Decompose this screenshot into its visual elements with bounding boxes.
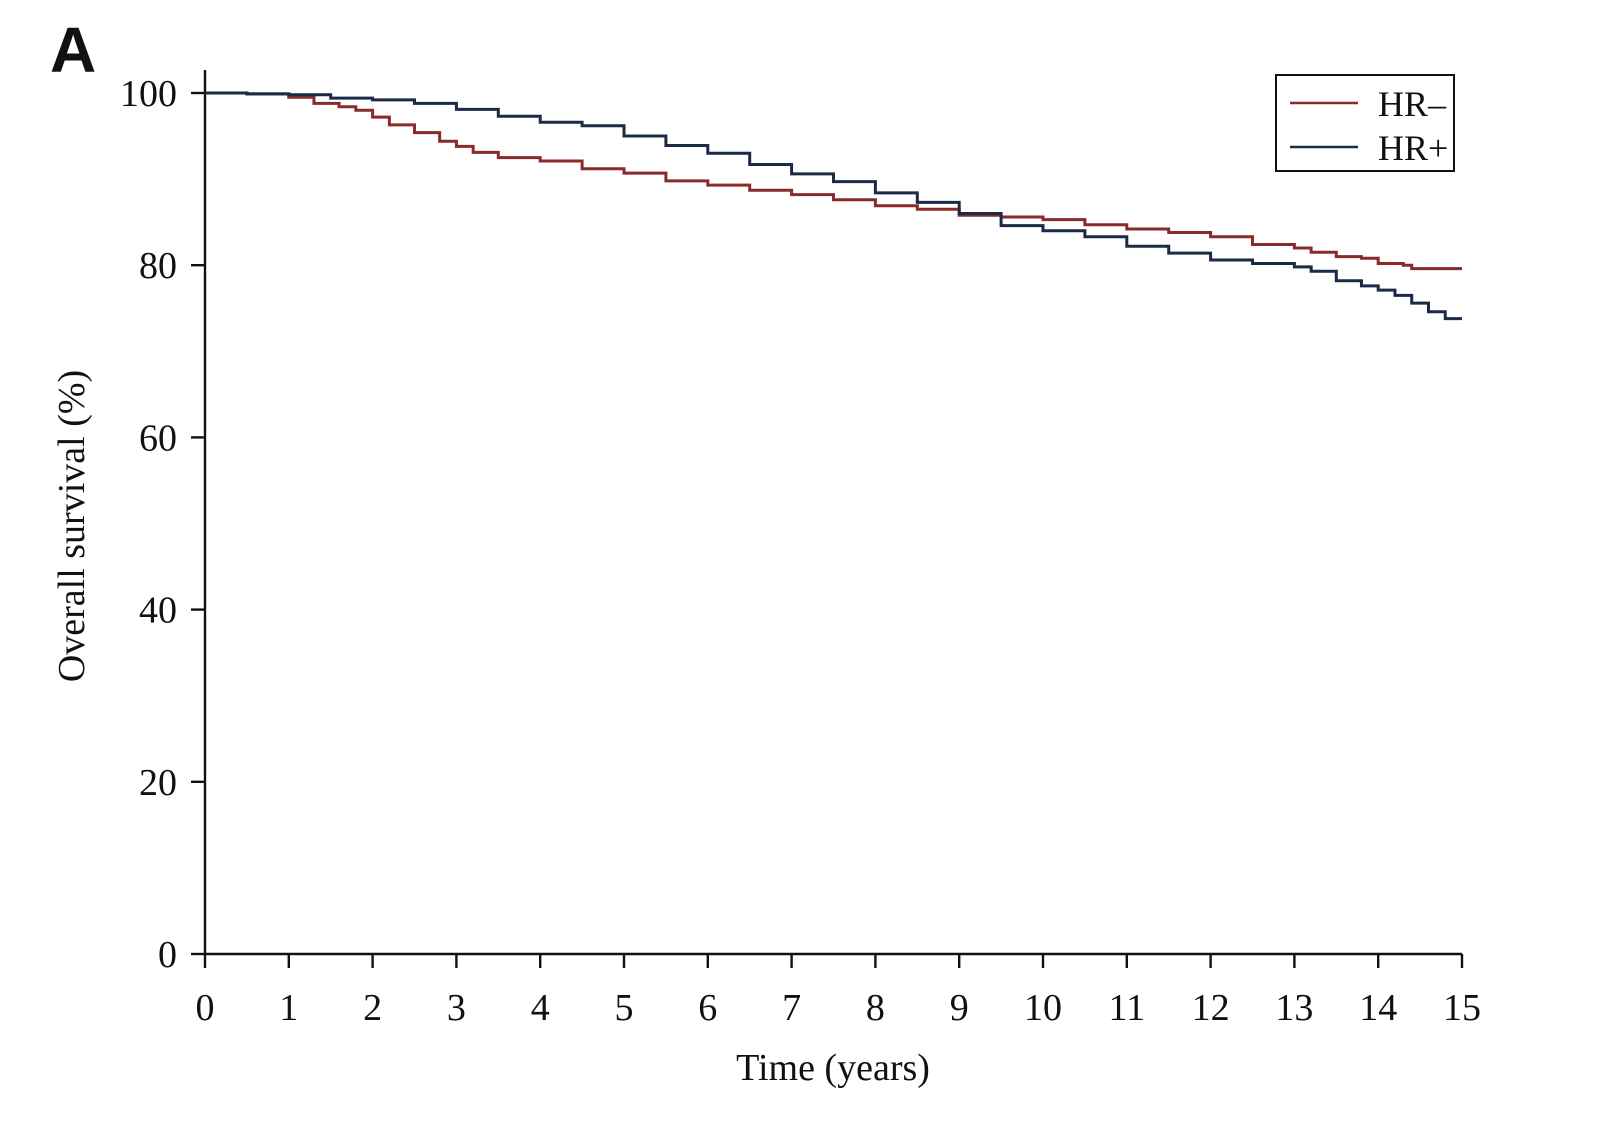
x-tick-label: 0 [196,987,215,1029]
y-tick-label: 40 [139,590,177,632]
y-tick-label: 60 [139,417,177,459]
x-ticks: 0 1 2 3 4 5 6 7 8 9 10 11 12 13 14 15 [196,954,1481,1029]
x-tick-label: 8 [866,987,885,1029]
legend-label-hr-positive: HR+ [1378,128,1448,168]
x-tick-label: 14 [1359,987,1397,1029]
series-hr-positive-line [205,91,1462,321]
y-ticks: 0 20 40 60 80 100 [120,73,205,976]
panel-label: A [50,14,96,86]
x-tick-label: 3 [447,987,466,1029]
x-axis-label: Time (years) [736,1047,930,1089]
x-tick-label: 7 [782,987,801,1029]
legend-label-hr-negative: HR– [1378,84,1447,124]
y-tick-label: 100 [120,73,177,115]
x-tick-label: 10 [1024,987,1062,1029]
x-tick-label: 11 [1109,987,1146,1029]
series-lines [205,91,1462,321]
x-tick-label: 15 [1443,987,1481,1029]
y-tick-label: 0 [158,934,177,976]
y-tick-label: 80 [139,245,177,287]
legend-box [1275,74,1455,172]
series-hr-negative-line [205,91,1462,271]
axes [203,70,1462,956]
x-tick-label: 5 [615,987,634,1029]
x-tick-label: 12 [1192,987,1230,1029]
x-tick-label: 2 [363,987,382,1029]
x-tick-label: 9 [950,987,969,1029]
legend: HR– HR+ [1275,74,1455,172]
x-tick-label: 4 [531,987,550,1029]
y-tick-label: 20 [139,762,177,804]
x-tick-label: 6 [698,987,717,1029]
y-axis-label: Overall survival (%) [51,370,93,682]
x-tick-label: 13 [1275,987,1313,1029]
x-tick-label: 1 [279,987,298,1029]
